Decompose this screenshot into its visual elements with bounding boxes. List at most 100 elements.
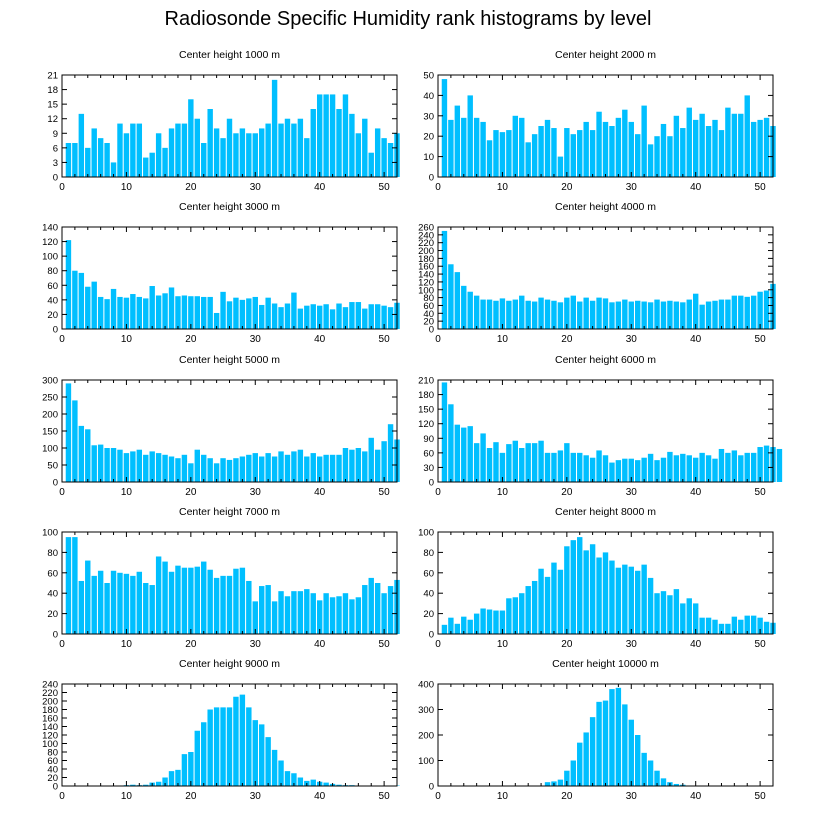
histogram-bar xyxy=(577,452,583,482)
histogram-bar xyxy=(336,303,342,329)
histogram-bar xyxy=(712,119,718,177)
histogram-bar xyxy=(323,782,329,786)
histogram-bar xyxy=(654,460,660,482)
histogram-bar xyxy=(441,79,448,177)
histogram-bar xyxy=(278,591,284,634)
histogram-bar xyxy=(692,119,699,177)
histogram-bar xyxy=(635,300,641,329)
histogram-bar xyxy=(635,570,641,634)
histogram-bar xyxy=(259,586,265,634)
histogram-bar xyxy=(519,593,525,634)
histogram-bar xyxy=(589,544,596,634)
histogram-bar xyxy=(162,777,168,786)
y-tick-label: 60 xyxy=(47,281,58,292)
histogram-bar xyxy=(680,603,686,634)
histogram-bar xyxy=(387,307,394,329)
histogram-bar xyxy=(201,296,207,329)
histogram-bar xyxy=(130,784,136,786)
histogram-bar xyxy=(168,456,175,482)
histogram-bar xyxy=(615,460,622,482)
histogram-bar xyxy=(78,272,85,329)
histogram-bar xyxy=(278,760,284,786)
histogram-bar xyxy=(763,445,770,482)
histogram-bar xyxy=(531,134,538,177)
y-tick-label: 40 xyxy=(423,309,434,320)
histogram-bar xyxy=(776,448,783,482)
y-tick-label: 60 xyxy=(47,568,58,579)
y-tick-label: 240 xyxy=(42,680,58,691)
histogram-bar xyxy=(692,603,699,634)
histogram-bar xyxy=(628,566,634,634)
histogram-bar xyxy=(316,600,323,634)
y-tick-label: 40 xyxy=(423,589,434,600)
histogram-bar xyxy=(486,299,493,329)
histogram-bar xyxy=(473,117,480,177)
histogram-bar xyxy=(130,575,136,634)
histogram-bar xyxy=(589,457,596,482)
histogram-bar xyxy=(718,623,725,634)
histogram-bar xyxy=(149,286,155,329)
y-tick-label: 80 xyxy=(423,548,434,559)
x-tick-label: 0 xyxy=(59,334,65,345)
histogram-bar xyxy=(686,299,692,329)
histogram-bar xyxy=(692,457,699,482)
histogram-bar xyxy=(155,781,162,786)
y-tick-label: 100 xyxy=(418,528,434,539)
y-tick-label: 10 xyxy=(423,152,434,163)
x-tick-label: 10 xyxy=(121,487,133,498)
histogram-bar xyxy=(252,720,258,786)
histogram-bar xyxy=(557,779,564,786)
y-tick-label: 120 xyxy=(418,277,434,288)
histogram-bar xyxy=(297,449,304,482)
histogram-bar xyxy=(233,297,239,329)
histogram-bar xyxy=(143,298,149,329)
x-tick-label: 10 xyxy=(497,182,509,193)
histogram-bar xyxy=(265,585,271,634)
histogram-bar xyxy=(381,305,387,329)
histogram-bar xyxy=(65,240,72,329)
histogram-bar xyxy=(97,138,104,177)
histogram-bar xyxy=(194,296,200,329)
histogram-bar xyxy=(635,460,641,482)
x-tick-label: 40 xyxy=(690,334,702,345)
y-tick-label: 3 xyxy=(53,158,58,169)
histogram-bar xyxy=(615,687,622,786)
histogram-bar xyxy=(712,458,718,482)
x-tick-label: 10 xyxy=(121,791,133,802)
histogram-bar xyxy=(110,288,117,329)
histogram-bar xyxy=(448,404,454,482)
histogram-bar xyxy=(162,147,168,177)
histogram-bar xyxy=(130,123,136,177)
histogram-bar xyxy=(284,454,291,482)
x-tick-label: 30 xyxy=(250,334,262,345)
histogram-bar xyxy=(673,115,680,177)
histogram-bar xyxy=(97,444,104,482)
chart-title: Center height 6000 m xyxy=(555,354,656,366)
histogram-bar xyxy=(622,704,628,786)
histogram-bar xyxy=(564,770,570,786)
histogram-bar xyxy=(168,287,175,329)
histogram-bar xyxy=(336,454,342,482)
histogram-bar xyxy=(622,109,628,177)
y-tick-label: 0 xyxy=(53,325,58,336)
histogram-bar xyxy=(686,107,692,177)
y-tick-label: 120 xyxy=(42,237,58,248)
x-tick-label: 30 xyxy=(626,334,638,345)
histogram-bar xyxy=(104,448,110,482)
histogram-bar xyxy=(387,143,394,177)
histogram-bar xyxy=(641,564,647,634)
histogram-bar xyxy=(544,576,551,634)
y-tick-label: 100 xyxy=(42,444,58,455)
y-tick-label: 80 xyxy=(423,293,434,304)
histogram-bar xyxy=(499,132,506,177)
histogram-bar xyxy=(454,623,461,634)
histogram-bar xyxy=(699,617,705,634)
chart-title: Center height 4000 m xyxy=(555,201,656,213)
histogram-bar xyxy=(220,575,226,634)
histogram-bar xyxy=(493,610,499,634)
histogram-bar xyxy=(564,128,570,177)
histogram-bar xyxy=(207,569,213,634)
histogram-bar xyxy=(596,297,602,329)
histogram-bar xyxy=(647,453,654,482)
histogram-bar xyxy=(271,601,278,634)
